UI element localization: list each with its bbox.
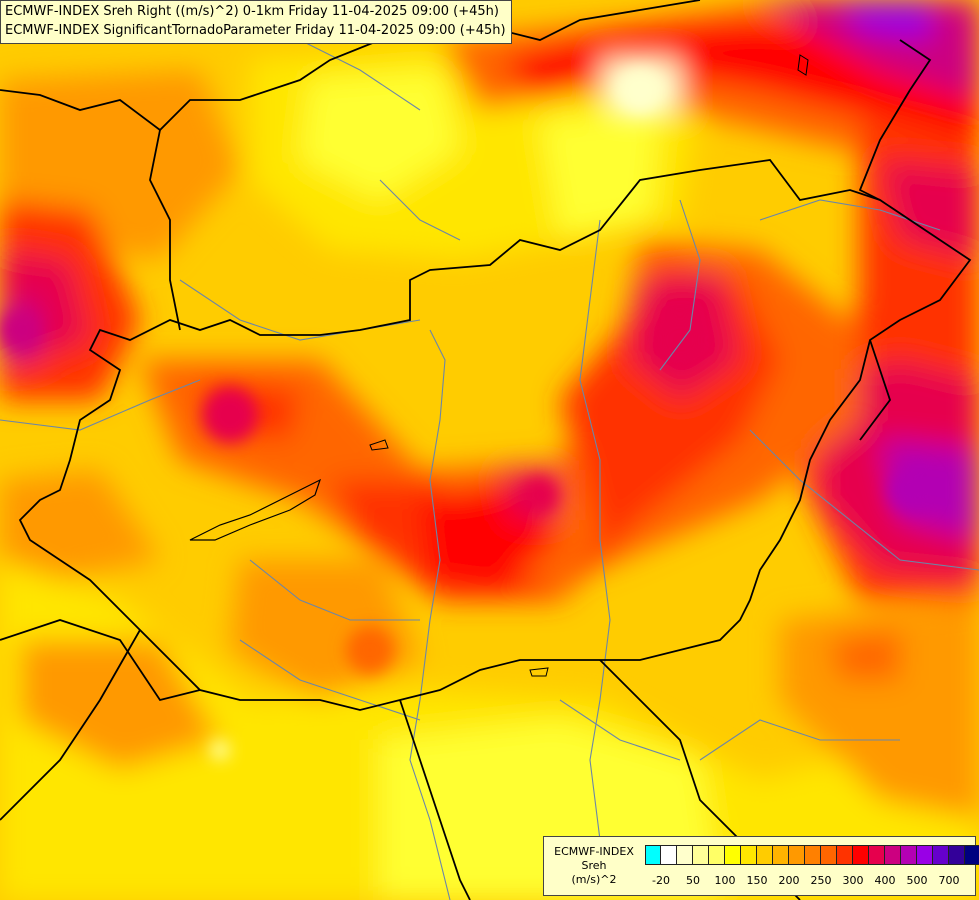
legend-title: ECMWF-INDEX Sreh (m/s)^2 [544,845,644,887]
legend-tick-label: 300 [842,874,864,887]
legend-swatch [885,845,901,865]
legend-swatch [821,845,837,865]
map-title-box: ECMWF-INDEX Sreh Right ((m/s)^2) 0-1km F… [0,0,512,44]
legend-swatch [933,845,949,865]
legend-swatch [805,845,821,865]
legend-swatch [677,845,693,865]
legend-swatch [901,845,917,865]
legend-swatch [869,845,885,865]
title-line-2: ECMWF-INDEX SignificantTornadoParameter … [5,23,506,38]
legend-swatch [949,845,965,865]
legend-tick-label: 100 [714,874,736,887]
legend-swatch [693,845,709,865]
legend-tick-label: 250 [810,874,832,887]
legend-swatch [837,845,853,865]
legend-swatch [661,845,677,865]
legend-swatch [645,845,661,865]
legend-swatch [741,845,757,865]
legend-swatch [789,845,805,865]
legend-tick-label: 700 [938,874,960,887]
sreh-small-patches [0,68,932,760]
title-line-1: ECMWF-INDEX Sreh Right ((m/s)^2) 0-1km F… [5,4,499,19]
legend-tick-label: 50 [686,874,700,887]
legend-swatch [917,845,933,865]
legend-title-line-1: ECMWF-INDEX [554,845,634,858]
legend-ticks: -20 50 100 150 200 250 300 400 500 700 [645,874,965,890]
legend-swatch [853,845,869,865]
legend-swatch [709,845,725,865]
legend-swatch [965,845,979,865]
legend-tick-label: -20 [652,874,670,887]
legend-swatches [645,845,979,865]
legend-swatch [773,845,789,865]
legend-tick-label: 150 [746,874,768,887]
legend-title-line-3: (m/s)^2 [571,873,617,886]
legend-tick-label: 500 [906,874,928,887]
rivers [0,19,979,900]
legend-title-line-2: Sreh [581,859,607,872]
color-legend: ECMWF-INDEX Sreh (m/s)^2 -20 50 100 150 200 2… [543,836,979,896]
legend-swatch [757,845,773,865]
legend-tick-label: 400 [874,874,896,887]
legend-swatch [725,845,741,865]
legend-tick-label: 200 [778,874,800,887]
